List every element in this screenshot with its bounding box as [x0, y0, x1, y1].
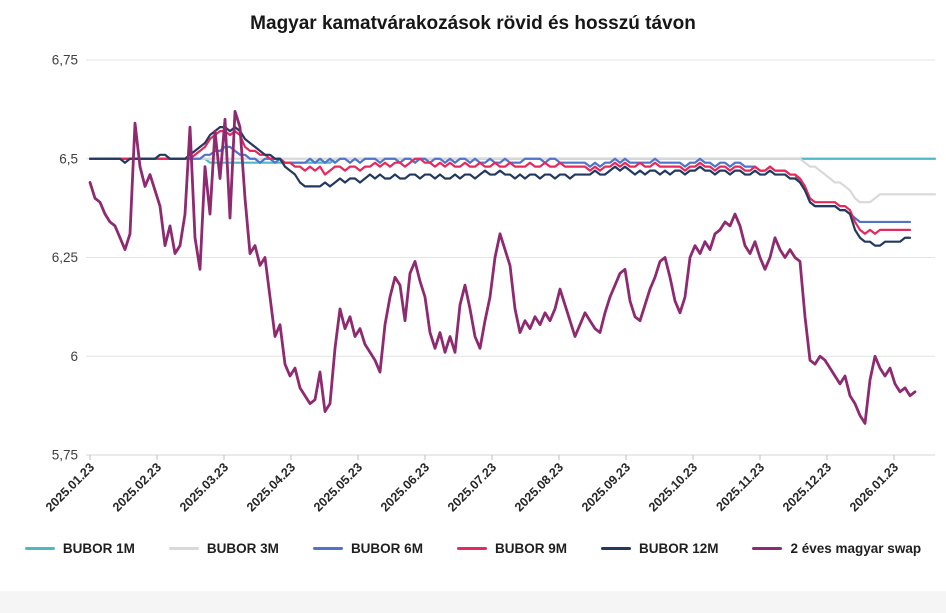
x-tick-label: 2025.01.23 — [43, 460, 97, 514]
legend-item-2y-swap: 2 éves magyar swap — [752, 541, 921, 556]
legend-label-bubor-12m: BUBOR 12M — [638, 541, 719, 556]
x-tick-label: 2025.11.23 — [713, 460, 767, 514]
legend-swatch-bubor-3m — [168, 546, 199, 551]
legend-item-bubor-12m: BUBOR 12M — [600, 541, 719, 556]
y-tick-label: 6,25 — [52, 250, 78, 265]
legend-label-bubor-6m: BUBOR 6M — [350, 541, 423, 556]
series-line-2-ves-magyar-swap — [88, 109, 917, 425]
legend-swatch-bubor-6m — [312, 546, 343, 551]
legend-label-2y-swap: 2 éves magyar swap — [790, 541, 922, 556]
series-line-bubor-3m — [88, 157, 937, 204]
chart-title: Magyar kamatvárakozások rövid és hosszú … — [250, 13, 696, 34]
legend-swatch-bubor-12m — [600, 546, 631, 551]
x-tick-label: 2025.10.23 — [646, 460, 700, 514]
legend-item-bubor-3m: BUBOR 3M — [168, 541, 279, 556]
legend-label-bubor-9m: BUBOR 9M — [494, 541, 567, 556]
legend-item-bubor-1m: BUBOR 1M — [24, 541, 135, 556]
legend-item-bubor-9m: BUBOR 9M — [456, 541, 567, 556]
x-tick-label: 2025.03.23 — [177, 460, 231, 514]
x-tick-label: 2025.08.23 — [512, 460, 566, 514]
legend-label-bubor-3m: BUBOR 3M — [206, 541, 279, 556]
footer-strip — [0, 591, 946, 613]
x-tick-label: 2025.12.23 — [780, 460, 834, 514]
x-tick-label: 2025.06.23 — [378, 460, 432, 514]
y-tick-label: 6 — [70, 349, 78, 364]
chart-legend: BUBOR 1M BUBOR 3M BUBOR 6M BUBOR 9M BUBO… — [0, 541, 946, 556]
y-tick-label: 5,75 — [52, 448, 78, 463]
x-tick-label: 2025.09.23 — [579, 460, 633, 514]
legend-swatch-bubor-1m — [24, 546, 55, 551]
legend-swatch-bubor-9m — [456, 546, 487, 551]
legend-item-bubor-6m: BUBOR 6M — [312, 541, 423, 556]
y-tick-label: 6,75 — [52, 53, 78, 68]
legend-swatch-2y-swap — [752, 546, 783, 551]
legend-label-bubor-1m: BUBOR 1M — [62, 541, 135, 556]
y-tick-label: 6,5 — [59, 151, 78, 166]
x-tick-label: 2025.02.23 — [110, 460, 164, 514]
x-tick-label: 2025.07.23 — [445, 460, 499, 514]
x-tick-label: 2025.04.23 — [244, 460, 298, 514]
x-tick-label: 2026.01.23 — [847, 460, 901, 514]
x-tick-label: 2025.05.23 — [311, 460, 365, 514]
